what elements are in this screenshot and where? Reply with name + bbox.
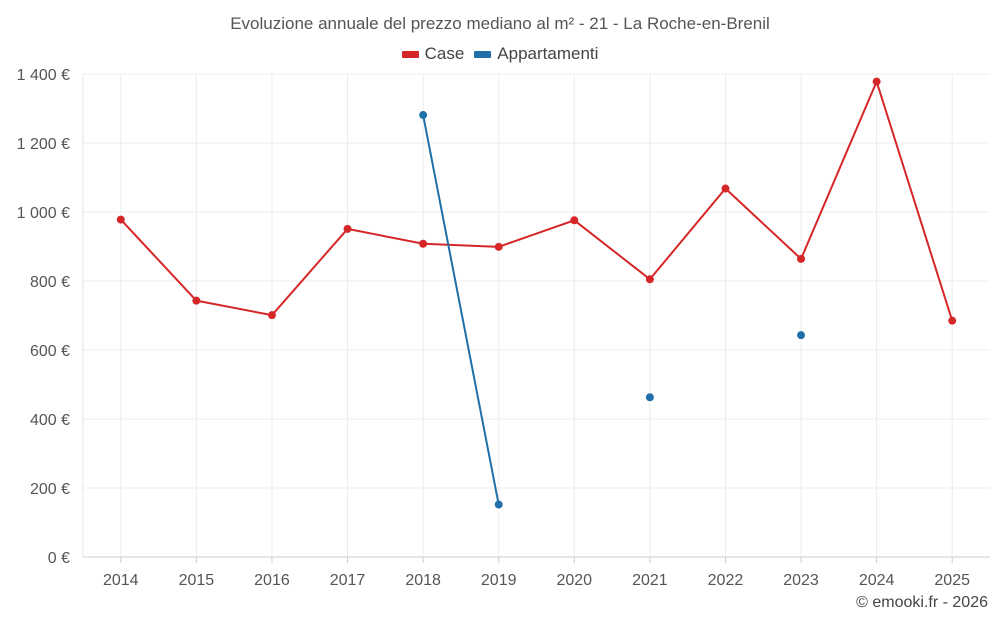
series-line-case — [724, 187, 803, 260]
x-tick-label: 2025 — [934, 572, 970, 589]
series-line-case — [422, 242, 500, 248]
data-point-appartamenti — [645, 393, 654, 402]
legend-swatch-case — [401, 50, 419, 58]
y-tick-label: 0 € — [48, 550, 70, 567]
series-line-case — [270, 227, 349, 317]
data-point-case — [872, 77, 881, 86]
x-tick-label: 2015 — [179, 572, 215, 589]
y-tick-label: 1 400 € — [17, 67, 70, 84]
x-tick-label: 2018 — [405, 572, 441, 589]
data-point-case — [721, 184, 730, 193]
x-tick-label: 2023 — [783, 572, 819, 589]
chart-title: Evoluzione annuale del prezzo mediano al… — [230, 14, 770, 33]
y-tick-label: 200 € — [30, 481, 70, 498]
series-line-case — [875, 80, 954, 322]
y-tick-label: 1 200 € — [17, 136, 70, 153]
data-point-case — [570, 216, 579, 225]
legend-item-appartamenti[interactable]: Appartamenti — [474, 44, 598, 64]
x-tick-label: 2016 — [254, 572, 290, 589]
axes: 0 € 200 € 400 € 600 € 800 € 1 000 € 1 200 € 1 4… — [17, 67, 970, 589]
series-line-case — [497, 219, 576, 248]
x-tick-label: 2020 — [556, 572, 592, 589]
y-tick-label: 400 € — [30, 412, 70, 429]
x-tick-label: 2014 — [103, 572, 139, 589]
data-point-case — [419, 239, 428, 248]
x-tick-label: 2017 — [330, 572, 366, 589]
x-tick-label: 2019 — [481, 572, 517, 589]
data-point-case — [797, 254, 806, 263]
series-line-case — [573, 219, 651, 281]
data-point-appartamenti — [419, 111, 428, 120]
legend-label-appartamenti: Appartamenti — [497, 44, 599, 63]
y-tick-label: 600 € — [30, 343, 70, 360]
x-tick-label: 2022 — [708, 572, 744, 589]
y-tick-label: 800 € — [30, 274, 70, 291]
series-line-case — [119, 218, 198, 302]
data-point-case — [948, 316, 957, 325]
data-point-case — [645, 275, 654, 284]
series-line-case — [800, 80, 878, 260]
x-tick-label: 2024 — [859, 572, 895, 589]
series-line-case — [195, 299, 273, 317]
data-point-case — [343, 224, 352, 233]
x-tick-label: 2021 — [632, 572, 668, 589]
series-layer — [116, 77, 957, 509]
legend: Case Appartamenti — [0, 44, 1000, 64]
series-line-appartamenti — [422, 114, 500, 506]
legend-label-case: Case — [424, 44, 465, 63]
legend-item-case[interactable]: Case — [401, 44, 465, 64]
legend-swatch-appartamenti — [474, 50, 492, 58]
grid-lines — [83, 73, 990, 558]
data-point-case — [116, 215, 125, 224]
data-point-case — [494, 242, 503, 251]
credit-text: © emooki.fr - 2026 — [856, 594, 988, 611]
series-line-case — [648, 187, 727, 281]
data-point-case — [267, 311, 276, 320]
data-point-appartamenti — [797, 331, 806, 340]
series-line-case — [346, 227, 425, 245]
y-tick-label: 1 000 € — [17, 205, 70, 222]
data-point-case — [192, 296, 201, 305]
data-point-appartamenti — [494, 500, 503, 509]
